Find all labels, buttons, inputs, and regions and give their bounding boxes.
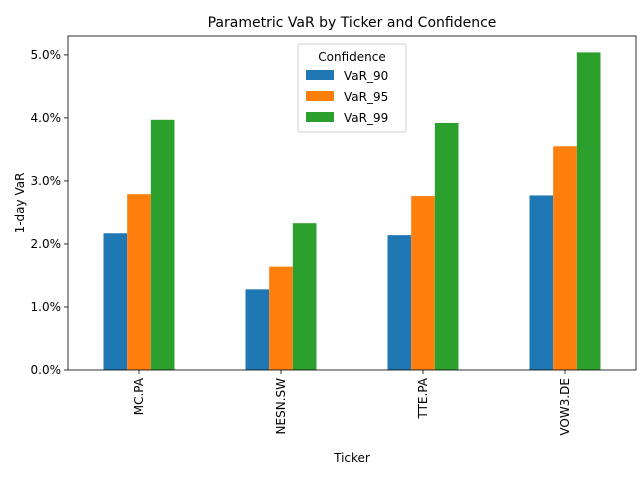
x-tick-label: VOW3.DE bbox=[558, 378, 572, 436]
y-tick-label: 0.0% bbox=[31, 363, 62, 377]
chart-title: Parametric VaR by Ticker and Confidence bbox=[208, 15, 497, 31]
y-tick-label: 3.0% bbox=[31, 174, 62, 188]
x-tick-label: MC.PA bbox=[132, 377, 146, 415]
x-axis: MC.PA NESN.SW TTE.PA VOW3.DE bbox=[132, 370, 572, 436]
y-tick-label: 2.0% bbox=[31, 237, 62, 251]
legend: Confidence VaR_90 VaR_95 VaR_99 bbox=[297, 43, 407, 133]
legend-swatch-VaR_95 bbox=[306, 91, 334, 101]
bar-VaR_95-NESN.SW bbox=[269, 266, 293, 370]
legend-label-VaR_95: VaR_95 bbox=[344, 90, 388, 104]
bar-VaR_99-TTE.PA bbox=[434, 122, 459, 370]
bar-VaR_99-MC.PA bbox=[150, 119, 175, 370]
bars-group bbox=[103, 52, 601, 370]
legend-label-VaR_99: VaR_99 bbox=[344, 111, 388, 125]
bar-VaR_99-NESN.SW bbox=[292, 223, 317, 370]
x-tick-label: TTE.PA bbox=[416, 377, 430, 419]
y-axis: 0.0% 1.0% 2.0% 3.0% 4.0% 5.0% bbox=[31, 48, 68, 377]
y-tick-label: 5.0% bbox=[31, 48, 62, 62]
bar-VaR_95-MC.PA bbox=[127, 194, 151, 370]
legend-swatch-VaR_90 bbox=[306, 70, 334, 80]
bar-VaR_90-MC.PA bbox=[103, 233, 128, 370]
legend-label-VaR_90: VaR_90 bbox=[344, 69, 388, 83]
legend-box bbox=[297, 43, 407, 133]
bar-VaR_90-TTE.PA bbox=[387, 235, 412, 370]
y-axis-label: 1-day VaR bbox=[13, 173, 27, 234]
bar-VaR_90-NESN.SW bbox=[245, 289, 270, 370]
y-tick-label: 4.0% bbox=[31, 111, 62, 125]
bar-VaR_99-VOW3.DE bbox=[576, 52, 601, 370]
plot-frame bbox=[67, 35, 637, 371]
bar-VaR_95-TTE.PA bbox=[411, 196, 435, 370]
x-axis-label: Ticker bbox=[333, 451, 370, 465]
x-tick-label: NESN.SW bbox=[274, 378, 288, 435]
legend-title: Confidence bbox=[318, 50, 385, 64]
bar-VaR_90-VOW3.DE bbox=[529, 195, 554, 370]
legend-swatch-VaR_99 bbox=[306, 112, 334, 122]
y-tick-label: 1.0% bbox=[31, 300, 62, 314]
bar-VaR_95-VOW3.DE bbox=[553, 146, 577, 370]
